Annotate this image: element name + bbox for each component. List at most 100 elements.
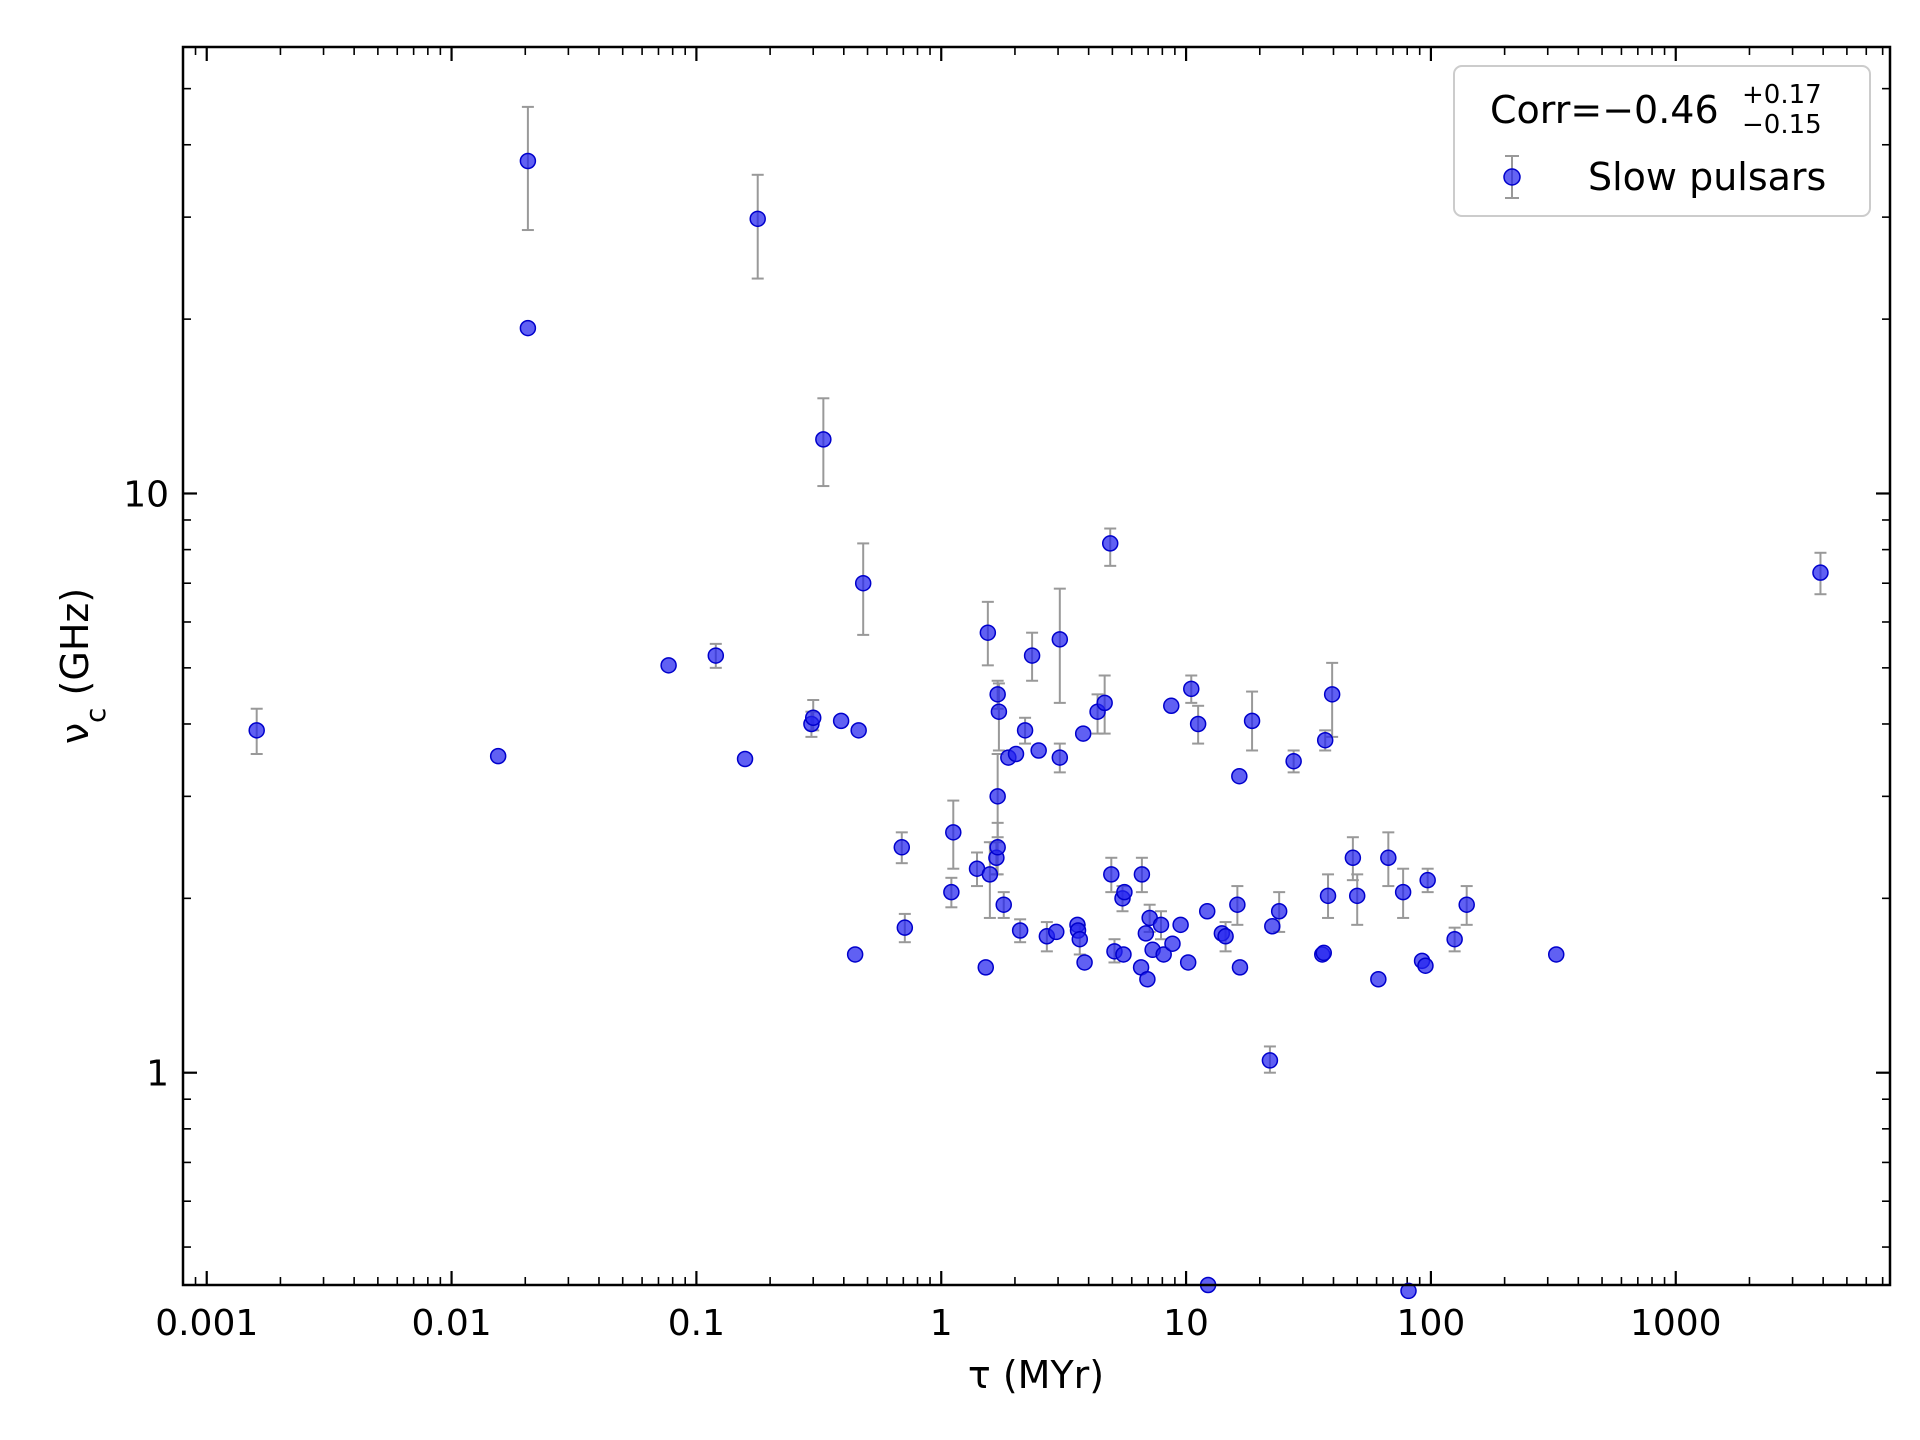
data-point <box>815 431 832 448</box>
tick-labels: 0.001 0.01 0.1 1 10 100 1000 1 10 <box>123 474 1721 1344</box>
plot-frame <box>181 45 1892 1287</box>
axis-ticks <box>182 47 1890 1285</box>
x-tick-label: 0.01 <box>411 1303 491 1344</box>
data-point <box>1264 917 1281 935</box>
data-point <box>1261 1052 1279 1069</box>
data-point <box>1285 752 1302 770</box>
data-point <box>1011 922 1029 939</box>
data-point <box>1231 959 1249 976</box>
data-point <box>1051 631 1069 648</box>
legend-correlation: Corr=−0.46 +0.17 −0.15 <box>1490 80 1822 140</box>
data-point <box>1419 871 1436 889</box>
data-point <box>989 839 1006 856</box>
data-point <box>707 647 725 664</box>
data-point <box>1155 946 1172 963</box>
data-point <box>1547 946 1565 963</box>
data-point <box>1139 970 1156 988</box>
legend-marker <box>1503 168 1521 186</box>
data-point <box>989 788 1006 805</box>
y-tick-label: 10 <box>123 474 169 515</box>
x-tick-label: 0.001 <box>155 1303 258 1344</box>
data-point <box>943 883 960 901</box>
legend-correlation-upper-error: +0.17 <box>1742 80 1822 110</box>
data-point <box>1152 916 1170 934</box>
data-point <box>1319 887 1337 905</box>
error-bars <box>250 105 1827 1074</box>
data-point <box>995 896 1012 913</box>
data-point <box>248 722 265 739</box>
data-point <box>1116 883 1133 901</box>
data-point <box>1016 722 1034 739</box>
data-point <box>832 712 850 730</box>
data-point <box>1270 902 1288 920</box>
data-point <box>945 824 962 841</box>
data-point <box>1229 896 1246 913</box>
data-point <box>1023 647 1041 664</box>
data-point <box>1323 686 1341 703</box>
data-point <box>1370 970 1387 988</box>
data-point <box>1076 954 1093 971</box>
y-axis-label: νc (GHz) <box>53 588 112 744</box>
legend-entry-slow-pulsars: Slow pulsars <box>1503 155 1826 199</box>
data-point <box>979 624 997 641</box>
legend-correlation-lower-error: −0.15 <box>1742 110 1822 140</box>
data-point <box>977 959 995 976</box>
data-point <box>519 319 537 337</box>
data-points <box>248 152 1829 1300</box>
data-point <box>1183 680 1200 698</box>
x-tick-label: 1 <box>930 1303 953 1344</box>
data-point <box>850 722 867 739</box>
data-point <box>1231 767 1248 785</box>
data-point <box>1164 935 1181 952</box>
x-tick-label: 100 <box>1397 1303 1466 1344</box>
data-point <box>1243 712 1261 730</box>
legend-label: Slow pulsars <box>1588 155 1826 199</box>
data-point <box>1163 697 1180 715</box>
x-tick-label: 0.1 <box>668 1303 725 1344</box>
data-point <box>660 657 677 674</box>
data-point <box>1179 954 1197 971</box>
data-point <box>989 686 1006 703</box>
legend: Corr=−0.46 +0.17 −0.15 Slow pulsars <box>1453 65 1871 217</box>
data-point <box>1417 957 1434 974</box>
x-tick-label: 10 <box>1163 1303 1209 1344</box>
data-point <box>804 709 822 727</box>
data-point <box>519 152 537 170</box>
data-point <box>1030 742 1047 759</box>
data-point <box>1115 946 1132 963</box>
data-point <box>1458 896 1475 913</box>
data-point <box>1380 849 1397 867</box>
data-point <box>1096 694 1113 712</box>
data-point <box>1344 849 1362 867</box>
data-point <box>1007 745 1025 763</box>
data-point <box>990 703 1008 720</box>
data-point <box>981 866 999 883</box>
data-point <box>1316 731 1334 749</box>
data-point <box>1217 928 1234 945</box>
legend-correlation-value: Corr=−0.46 <box>1490 88 1719 132</box>
data-point <box>846 946 864 963</box>
x-tick-label: 1000 <box>1630 1303 1722 1344</box>
data-point <box>749 210 766 228</box>
data-point <box>1048 923 1065 941</box>
data-point <box>489 747 507 765</box>
data-point <box>1172 916 1189 934</box>
data-point <box>1074 725 1092 742</box>
data-point <box>1133 866 1151 883</box>
data-point <box>1189 715 1207 733</box>
data-point <box>1394 883 1412 901</box>
data-point <box>1446 930 1463 948</box>
data-point <box>1315 944 1332 962</box>
data-point <box>854 574 872 592</box>
data-point <box>736 750 754 768</box>
data-point <box>1103 866 1120 883</box>
x-axis-label: τ (MYr) <box>968 1353 1104 1397</box>
legend-box <box>1453 65 1871 217</box>
data-point <box>893 839 911 856</box>
data-point <box>1137 925 1155 942</box>
data-point <box>1400 1282 1417 1300</box>
data-point <box>1101 535 1119 552</box>
data-point <box>1812 564 1829 581</box>
data-point <box>1348 887 1366 905</box>
